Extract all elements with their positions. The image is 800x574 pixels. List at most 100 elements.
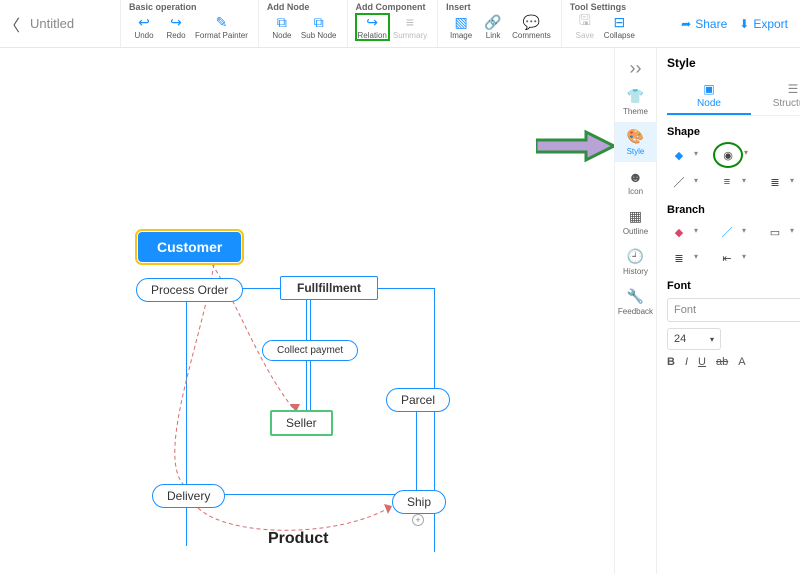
subnode-icon: ⧉ [310,14,328,30]
icon-icon: ☻ [628,169,643,185]
node-icon: ▣ [667,82,751,96]
branch-arrow-tool[interactable]: ⇤▾ [715,248,739,268]
feedback-icon: 🔧 [627,288,644,305]
theme-icon: 👕 [627,88,644,105]
branch-width-tool[interactable]: ≣▾ [667,248,691,268]
sidetab-style[interactable]: 🎨 Style [615,122,657,162]
toolbar-item-label: Summary [393,31,427,40]
back-button[interactable]: 〈 [0,0,24,47]
underline-button[interactable]: U [698,356,706,368]
history-icon: 🕘 [627,248,644,265]
toolbar-group-title: Add Node [267,2,339,12]
branch-color-tool[interactable]: ◆▾ [667,222,691,242]
add-child-handle[interactable]: + [412,514,424,526]
node-button[interactable]: ⧉Node [267,14,297,40]
collapse-button[interactable]: ⊟Collapse [602,14,637,40]
outline-icon: ▦ [629,208,642,225]
relation-lines [0,48,614,574]
summary-button: ≡Summary [391,14,429,40]
branch-line-tool[interactable]: ／▾ [715,222,739,242]
sidetab-label: Outline [623,227,648,236]
format-painter-button[interactable]: ✎Format Painter [193,14,250,40]
italic-button[interactable]: I [685,356,688,368]
toolbar-item-label: Comments [512,31,551,40]
node-icon: ⧉ [273,14,291,30]
toolbar-item-label: Format Painter [195,31,248,40]
node-collect[interactable]: Collect paymet [262,340,358,361]
subtab-label: Node [697,98,721,109]
shape-bg-tool[interactable]: ◉▾ [715,144,741,166]
sidetab-label: Theme [623,107,648,116]
toolbar-group: Tool Settings🖫Save⊟Collapse [561,0,645,47]
sidetab-history[interactable]: 🕘History [615,242,657,282]
node-parcel[interactable]: Parcel [386,388,450,412]
toolbar-item-label: Node [272,31,291,40]
export-icon: ⬇ [739,17,749,31]
node-ship[interactable]: Ship [392,490,446,514]
node-process[interactable]: Process Order [136,278,243,302]
undo-icon: ↩ [135,14,153,30]
shape-align2-tool[interactable]: ≣▾ [763,172,787,192]
subtab-label: Structure [773,98,800,109]
shape-fill-tool[interactable]: ◆▾ [667,145,691,165]
document-title[interactable]: Untitled [24,0,120,47]
save-button: 🖫Save [570,14,600,40]
sidetab-label: Style [627,147,645,156]
shape-line-tool[interactable]: ／▾ [667,172,691,192]
toolbar-item-label: Collapse [604,31,635,40]
image-icon: ▧ [452,14,470,30]
comments-button[interactable]: 💬Comments [510,14,553,40]
sidetab-icon[interactable]: ☻Icon [615,162,657,202]
relation-icon: ↪ [363,14,381,30]
toolbar-item-label: Relation [358,31,387,40]
collapse-panel-button[interactable]: ›› [615,54,657,82]
collapse-icon: ⊟ [610,14,628,30]
share-button[interactable]: ➦Share [681,17,727,31]
toolbar-item-label: Undo [134,31,153,40]
font-color-button[interactable]: A [738,356,745,368]
comments-icon: 💬 [522,14,540,30]
section-shape-title: Shape [667,126,800,138]
subtab-structure[interactable]: ☰Structure [751,78,800,115]
redo-button[interactable]: ↪Redo [161,14,191,40]
image-button[interactable]: ▧Image [446,14,476,40]
undo-button[interactable]: ↩Undo [129,14,159,40]
relation-button[interactable]: ↪Relation [356,14,389,40]
subnode-button[interactable]: ⧉Sub Node [299,14,339,40]
toolbar-group: Add Component↪Relation≡Summary [347,0,438,47]
font-family-select[interactable]: Font▾ [667,298,800,322]
product-label: Product [268,530,328,548]
strike-button[interactable]: ab [716,356,728,368]
format-painter-icon: ✎ [212,14,230,30]
save-icon: 🖫 [576,14,594,30]
share-icon: ➦ [681,17,691,31]
toolbar-item-label: Save [576,31,594,40]
sidetab-outline[interactable]: ▦ Outline [615,202,657,242]
style-icon: 🎨 [627,128,644,145]
branch-border-tool[interactable]: ▭▾ [763,222,787,242]
annotation-arrow [536,128,618,164]
top-toolbar: 〈 Untitled Basic operation↩Undo↪Redo✎For… [0,0,800,48]
toolbar-group: Basic operation↩Undo↪Redo✎Format Painter [120,0,258,47]
toolbar-group-title: Insert [446,2,553,12]
canvas[interactable]: Customer Process Order Fullfillment Collect… [0,48,614,574]
subtab-node[interactable]: ▣ Node [667,78,751,115]
node-seller[interactable]: Seller [270,410,333,436]
shape-align1-tool[interactable]: ≡▾ [715,172,739,192]
toolbar-item-label: Image [450,31,472,40]
side-tabs: ›› 👕 Theme 🎨 Style ☻Icon ▦ Outline 🕘History🔧Fee… [615,48,657,574]
sidetab-theme[interactable]: 👕 Theme [615,82,657,122]
node-fulfill[interactable]: Fullfillment [280,276,378,300]
panel-title: Style [667,56,800,70]
link-button[interactable]: 🔗Link [478,14,508,40]
node-customer[interactable]: Customer [138,232,241,262]
export-button[interactable]: ⬇Export [739,17,788,31]
bold-button[interactable]: B [667,356,675,368]
sidetab-feedback[interactable]: 🔧Feedback [615,282,657,322]
font-size-select[interactable]: 24▾ [667,328,721,350]
link-icon: 🔗 [484,14,502,30]
toolbar-group: Add Node⧉Node⧉Sub Node [258,0,347,47]
node-delivery[interactable]: Delivery [152,484,225,508]
redo-icon: ↪ [167,14,185,30]
summary-icon: ≡ [401,14,419,30]
